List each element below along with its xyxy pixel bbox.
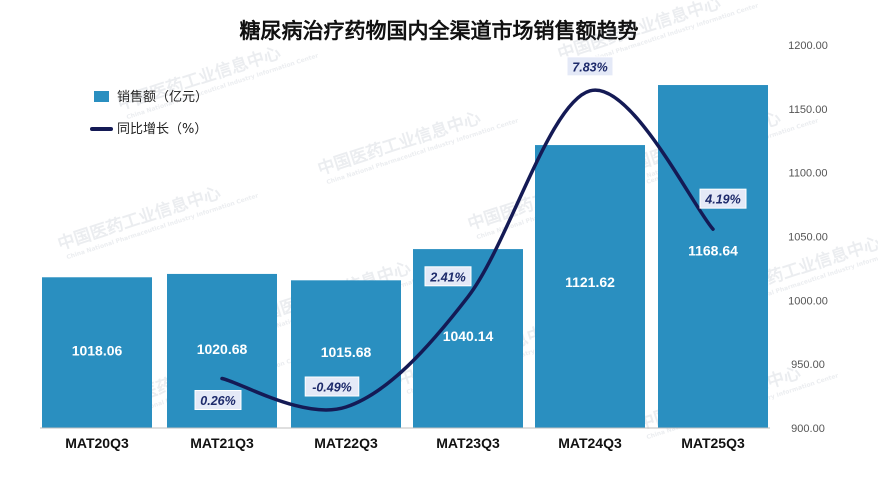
x-tick-label: MAT23Q3 — [436, 435, 500, 451]
growth-value-label: 0.26% — [200, 394, 235, 408]
legend-bar-label: 销售额（亿元） — [117, 89, 208, 105]
growth-value-label: 4.19% — [704, 193, 740, 207]
y-tick-label: 900.00 — [791, 423, 825, 435]
bar-value-label: 1018.06 — [72, 343, 123, 359]
bar-value-label: 1015.68 — [321, 344, 372, 360]
growth-value-label: -0.49% — [312, 381, 352, 395]
y-tick-label: 1000.00 — [788, 295, 828, 307]
x-tick-label: MAT25Q3 — [681, 435, 745, 451]
bar-value-label: 1121.62 — [565, 274, 615, 290]
growth-value-label: 7.83% — [572, 60, 607, 74]
growth-value-label: 2.41% — [429, 270, 465, 284]
bar-value-label: 1040.14 — [443, 328, 494, 344]
x-tick-label: MAT20Q3 — [65, 435, 129, 451]
x-tick-label: MAT24Q3 — [558, 435, 622, 451]
y-tick-label: 1050.00 — [788, 232, 828, 244]
y-tick-label: 1200.00 — [788, 40, 828, 52]
legend-bar-swatch — [94, 91, 109, 102]
y-tick-label: 1100.00 — [789, 168, 828, 180]
x-tick-label: MAT21Q3 — [190, 435, 254, 451]
y-tick-label: 950.00 — [791, 359, 825, 371]
legend-line-label: 同比增长（%） — [117, 122, 207, 137]
bar-value-label: 1020.68 — [197, 341, 248, 357]
x-tick-label: MAT22Q3 — [314, 435, 378, 451]
y-tick-label: 1150.00 — [789, 104, 828, 116]
bar-value-label: 1168.64 — [688, 243, 738, 259]
